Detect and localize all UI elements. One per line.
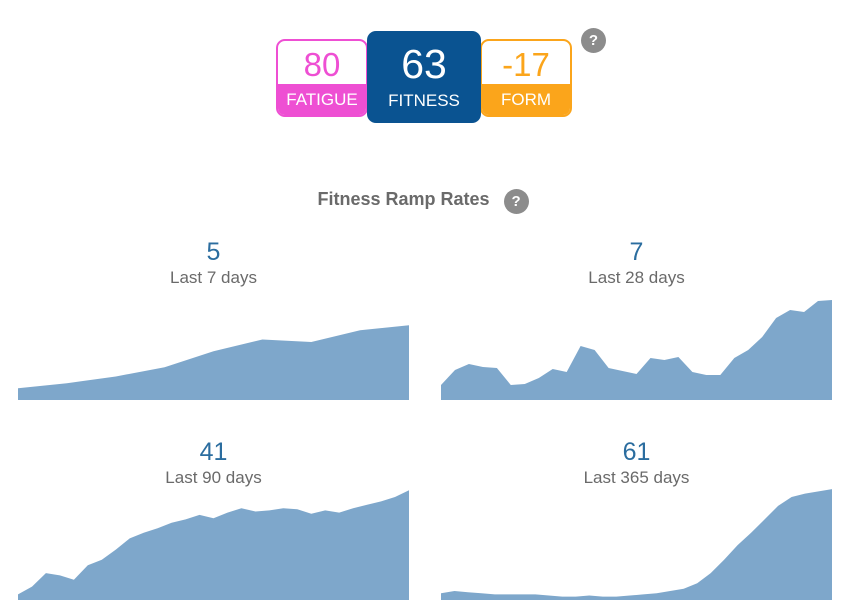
ramp-value: 61: [622, 438, 651, 466]
ramp-period-label: Last 365 days: [583, 468, 690, 487]
fatigue-card: 80 FATIGUE: [276, 39, 368, 117]
ramp-area-series: [441, 489, 832, 600]
ramp-rates-help-icon[interactable]: ?: [503, 189, 529, 214]
ramp-period-label: Last 28 days: [588, 268, 685, 287]
ramp-area-chart: [441, 489, 832, 600]
fatigue-value: 80: [303, 46, 341, 83]
fitness-label: FITNESS: [388, 91, 460, 110]
ramp-area-series: [18, 325, 409, 400]
ramp-panel-28-days: 7 Last 28 days: [441, 240, 832, 400]
fatigue-label: FATIGUE: [278, 84, 366, 115]
form-label: FORM: [482, 84, 570, 115]
ramp-area-series: [18, 490, 409, 600]
ramp-period-label: Last 7 days: [170, 268, 257, 287]
form-card: -17 FORM: [480, 39, 572, 117]
ramp-rates-title: Fitness Ramp Rates: [317, 189, 490, 209]
ramp-area-series: [441, 300, 832, 400]
ramp-panel-90-days: 41 Last 90 days: [18, 440, 409, 600]
fitness-value: 63: [401, 41, 447, 87]
ramp-panel-365-days: 61 Last 365 days: [441, 440, 832, 600]
ramp-area-chart: [18, 325, 409, 400]
fitness-card: 63 FITNESS: [367, 31, 481, 123]
ramp-rates-heading: Fitness Ramp Rates ?: [0, 187, 846, 214]
ramp-value: 41: [199, 438, 228, 466]
ramp-panel-7-days: 5 Last 7 days: [18, 240, 409, 400]
ramp-area-chart: [18, 490, 409, 600]
ramp-value: 5: [206, 238, 221, 266]
form-value: -17: [502, 46, 550, 83]
help-icon[interactable]: ?: [581, 28, 606, 53]
ramp-period-label: Last 90 days: [165, 468, 262, 487]
ramp-value: 7: [629, 238, 644, 266]
ramp-area-chart: [441, 300, 832, 400]
